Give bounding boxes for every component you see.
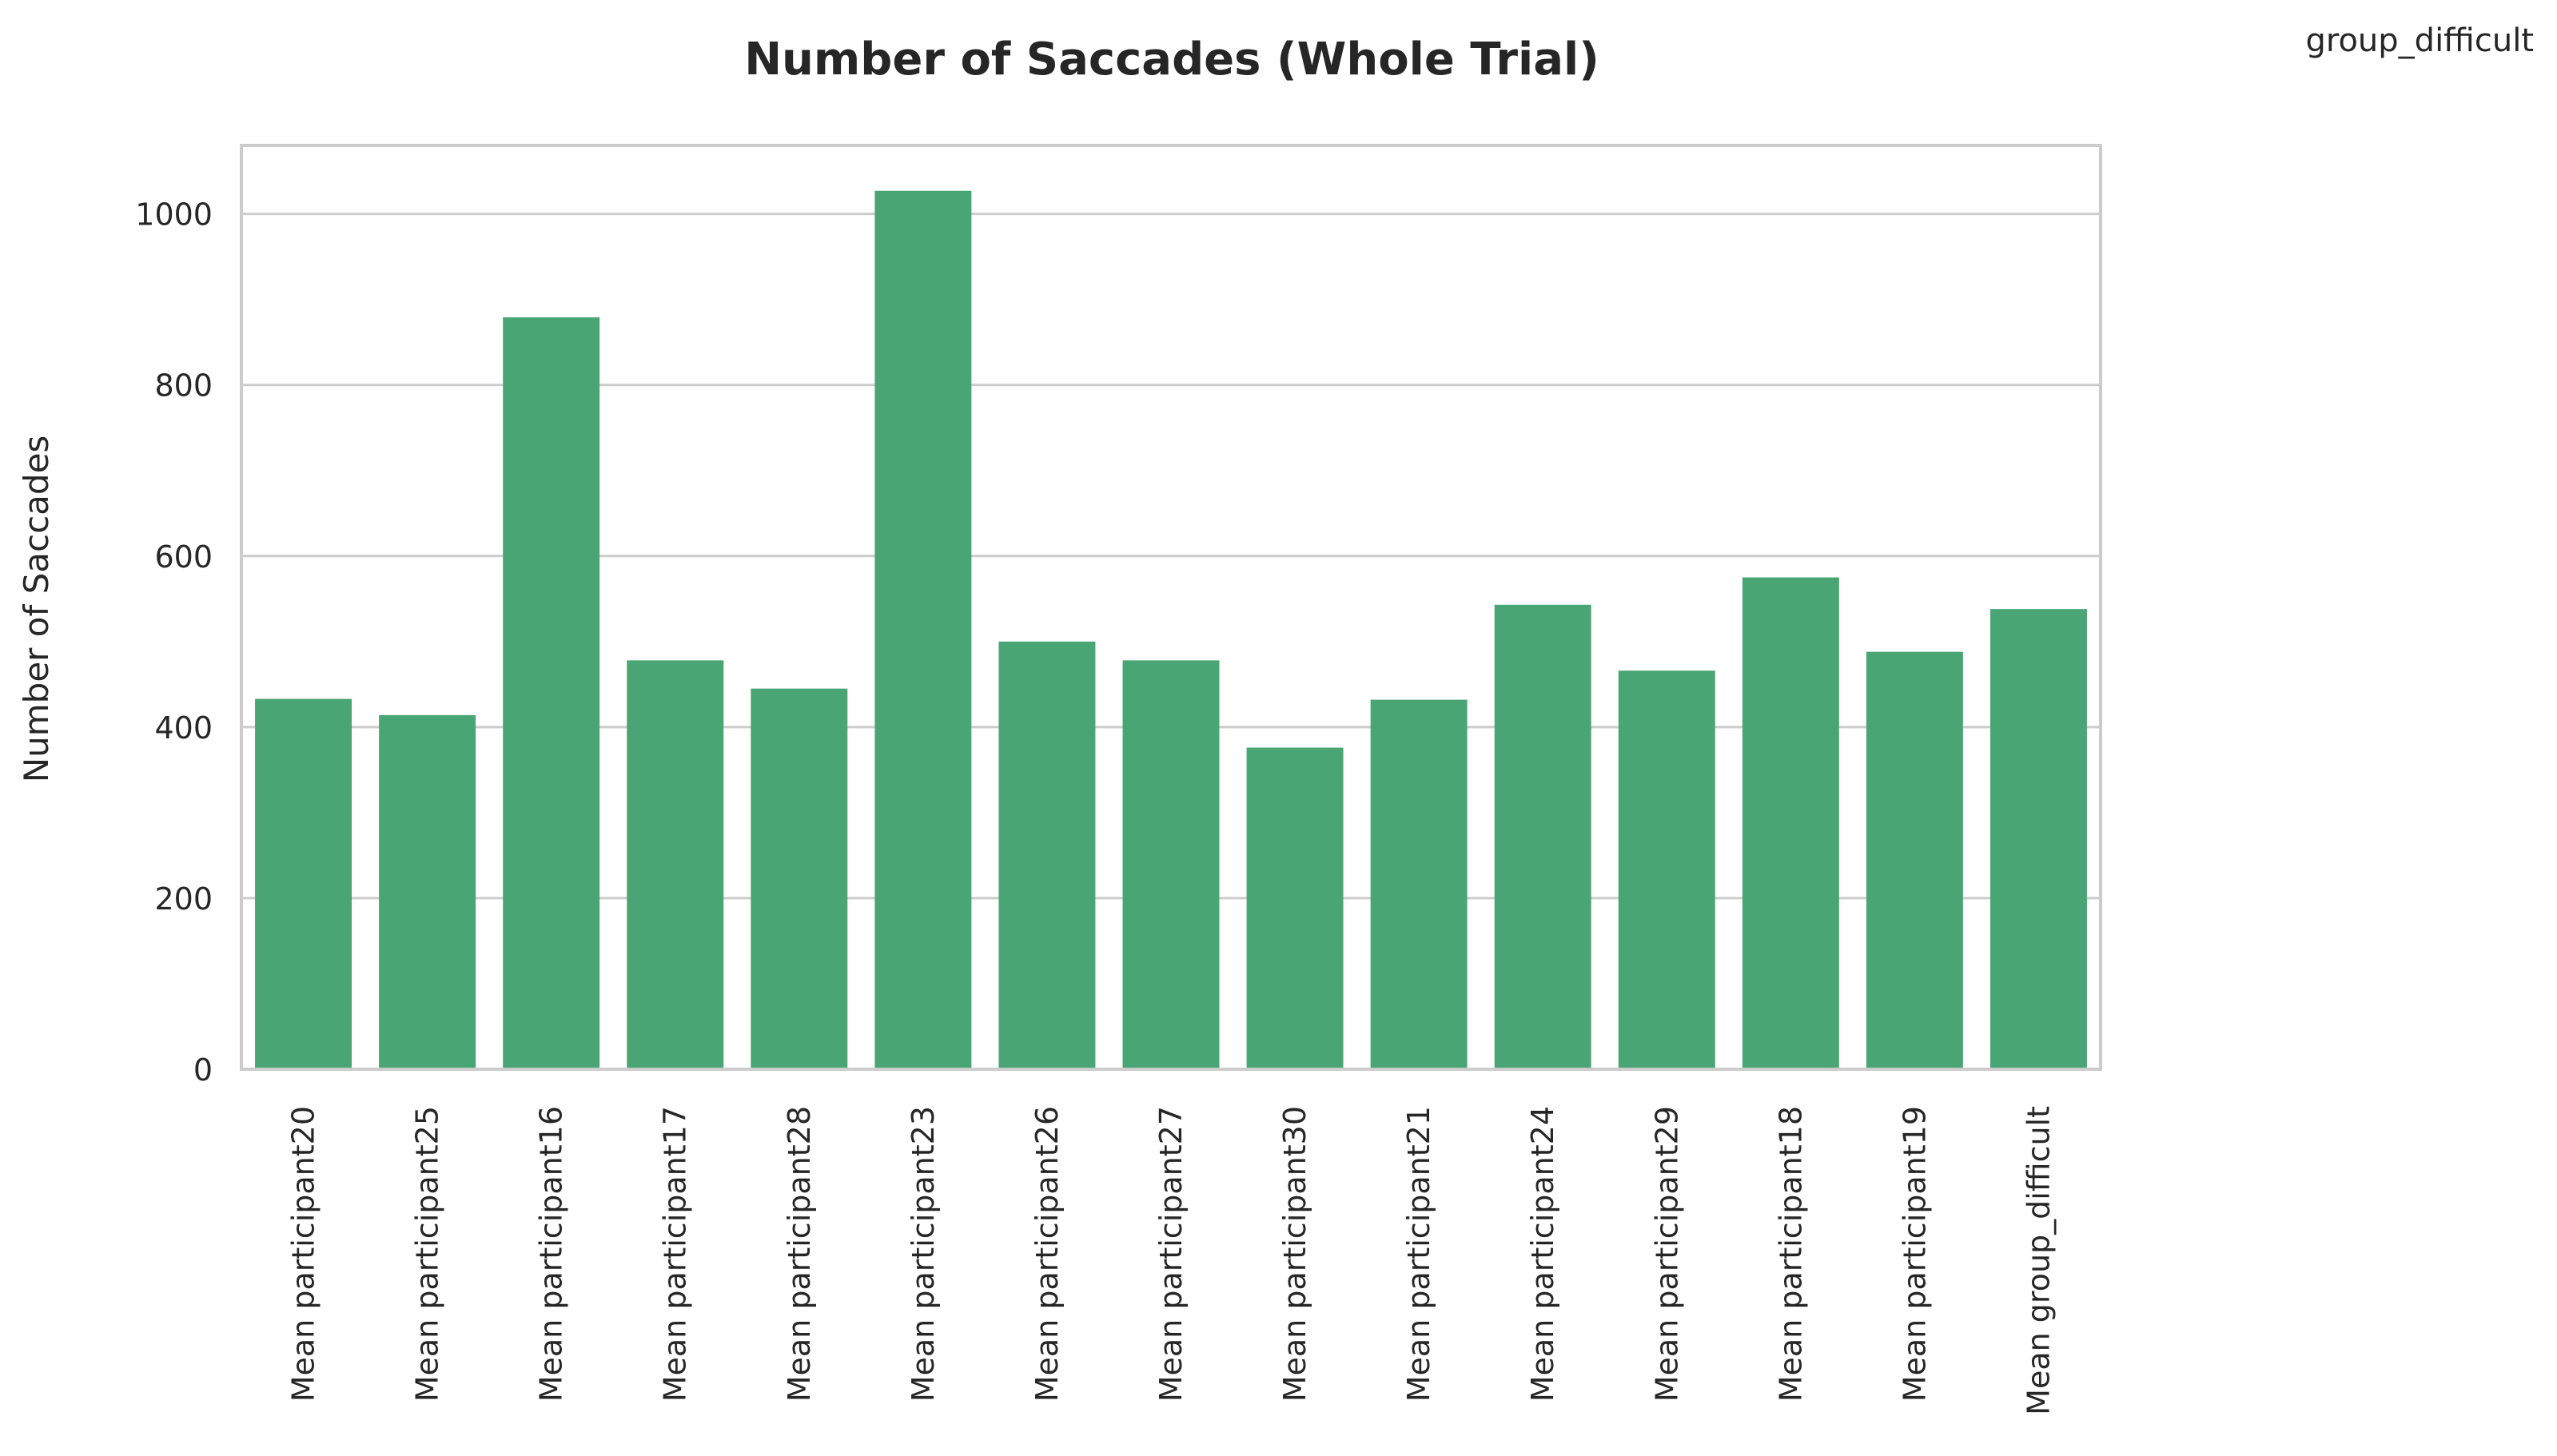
x-tick-label: Mean participant21	[1401, 1106, 1436, 1402]
bars	[255, 190, 2087, 1070]
bar	[503, 317, 600, 1070]
x-tick-label: Mean participant27	[1153, 1106, 1189, 1402]
y-axis-label: Number of Saccades	[17, 436, 56, 783]
y-tick-label: 0	[193, 1052, 213, 1088]
chart-title: Number of Saccades (Whole Trial)	[744, 34, 1599, 86]
bar	[1618, 670, 1715, 1069]
y-tick-label: 800	[154, 368, 213, 404]
x-tick-label: Mean participant28	[782, 1106, 817, 1402]
x-tick-label: Mean participant17	[658, 1106, 693, 1402]
y-tick-label: 200	[154, 881, 213, 917]
corner-label: group_difficult	[2306, 22, 2535, 59]
x-tick-label: Mean participant29	[1649, 1106, 1684, 1402]
y-tick-label: 400	[154, 710, 213, 746]
bar	[627, 660, 724, 1069]
y-tick-labels: 0 200 400 600 800 1000	[135, 197, 213, 1088]
bar	[379, 714, 476, 1069]
bar	[1370, 699, 1468, 1069]
bar	[1989, 609, 2087, 1069]
bar	[255, 698, 352, 1069]
x-tick-label: Mean participant23	[906, 1106, 941, 1402]
x-tick-label: Mean participant16	[534, 1106, 569, 1402]
bar	[751, 688, 848, 1069]
bar	[998, 641, 1096, 1069]
y-tick-label: 600	[154, 539, 213, 575]
x-tick-label: Mean participant24	[1525, 1106, 1560, 1402]
bar	[1494, 604, 1591, 1069]
bar	[874, 190, 972, 1070]
x-tick-label: Mean participant18	[1773, 1106, 1808, 1402]
x-tick-label: Mean participant26	[1030, 1106, 1065, 1402]
bar	[1866, 651, 1963, 1069]
bar	[1246, 747, 1344, 1069]
x-tick-label: Mean participant30	[1277, 1106, 1312, 1402]
x-tick-label: Mean participant19	[1897, 1106, 1932, 1402]
bar	[1122, 660, 1220, 1069]
x-tick-label: Mean group_difficult	[2021, 1106, 2056, 1415]
bar	[1742, 577, 1839, 1069]
x-tick-labels: Mean participant20 Mean participant25 Mean…	[286, 1106, 2057, 1415]
x-tick-label: Mean participant20	[286, 1106, 321, 1402]
plot-frame	[240, 144, 2102, 1071]
x-tick-label: Mean participant25	[410, 1106, 445, 1402]
y-tick-label: 1000	[135, 197, 213, 233]
